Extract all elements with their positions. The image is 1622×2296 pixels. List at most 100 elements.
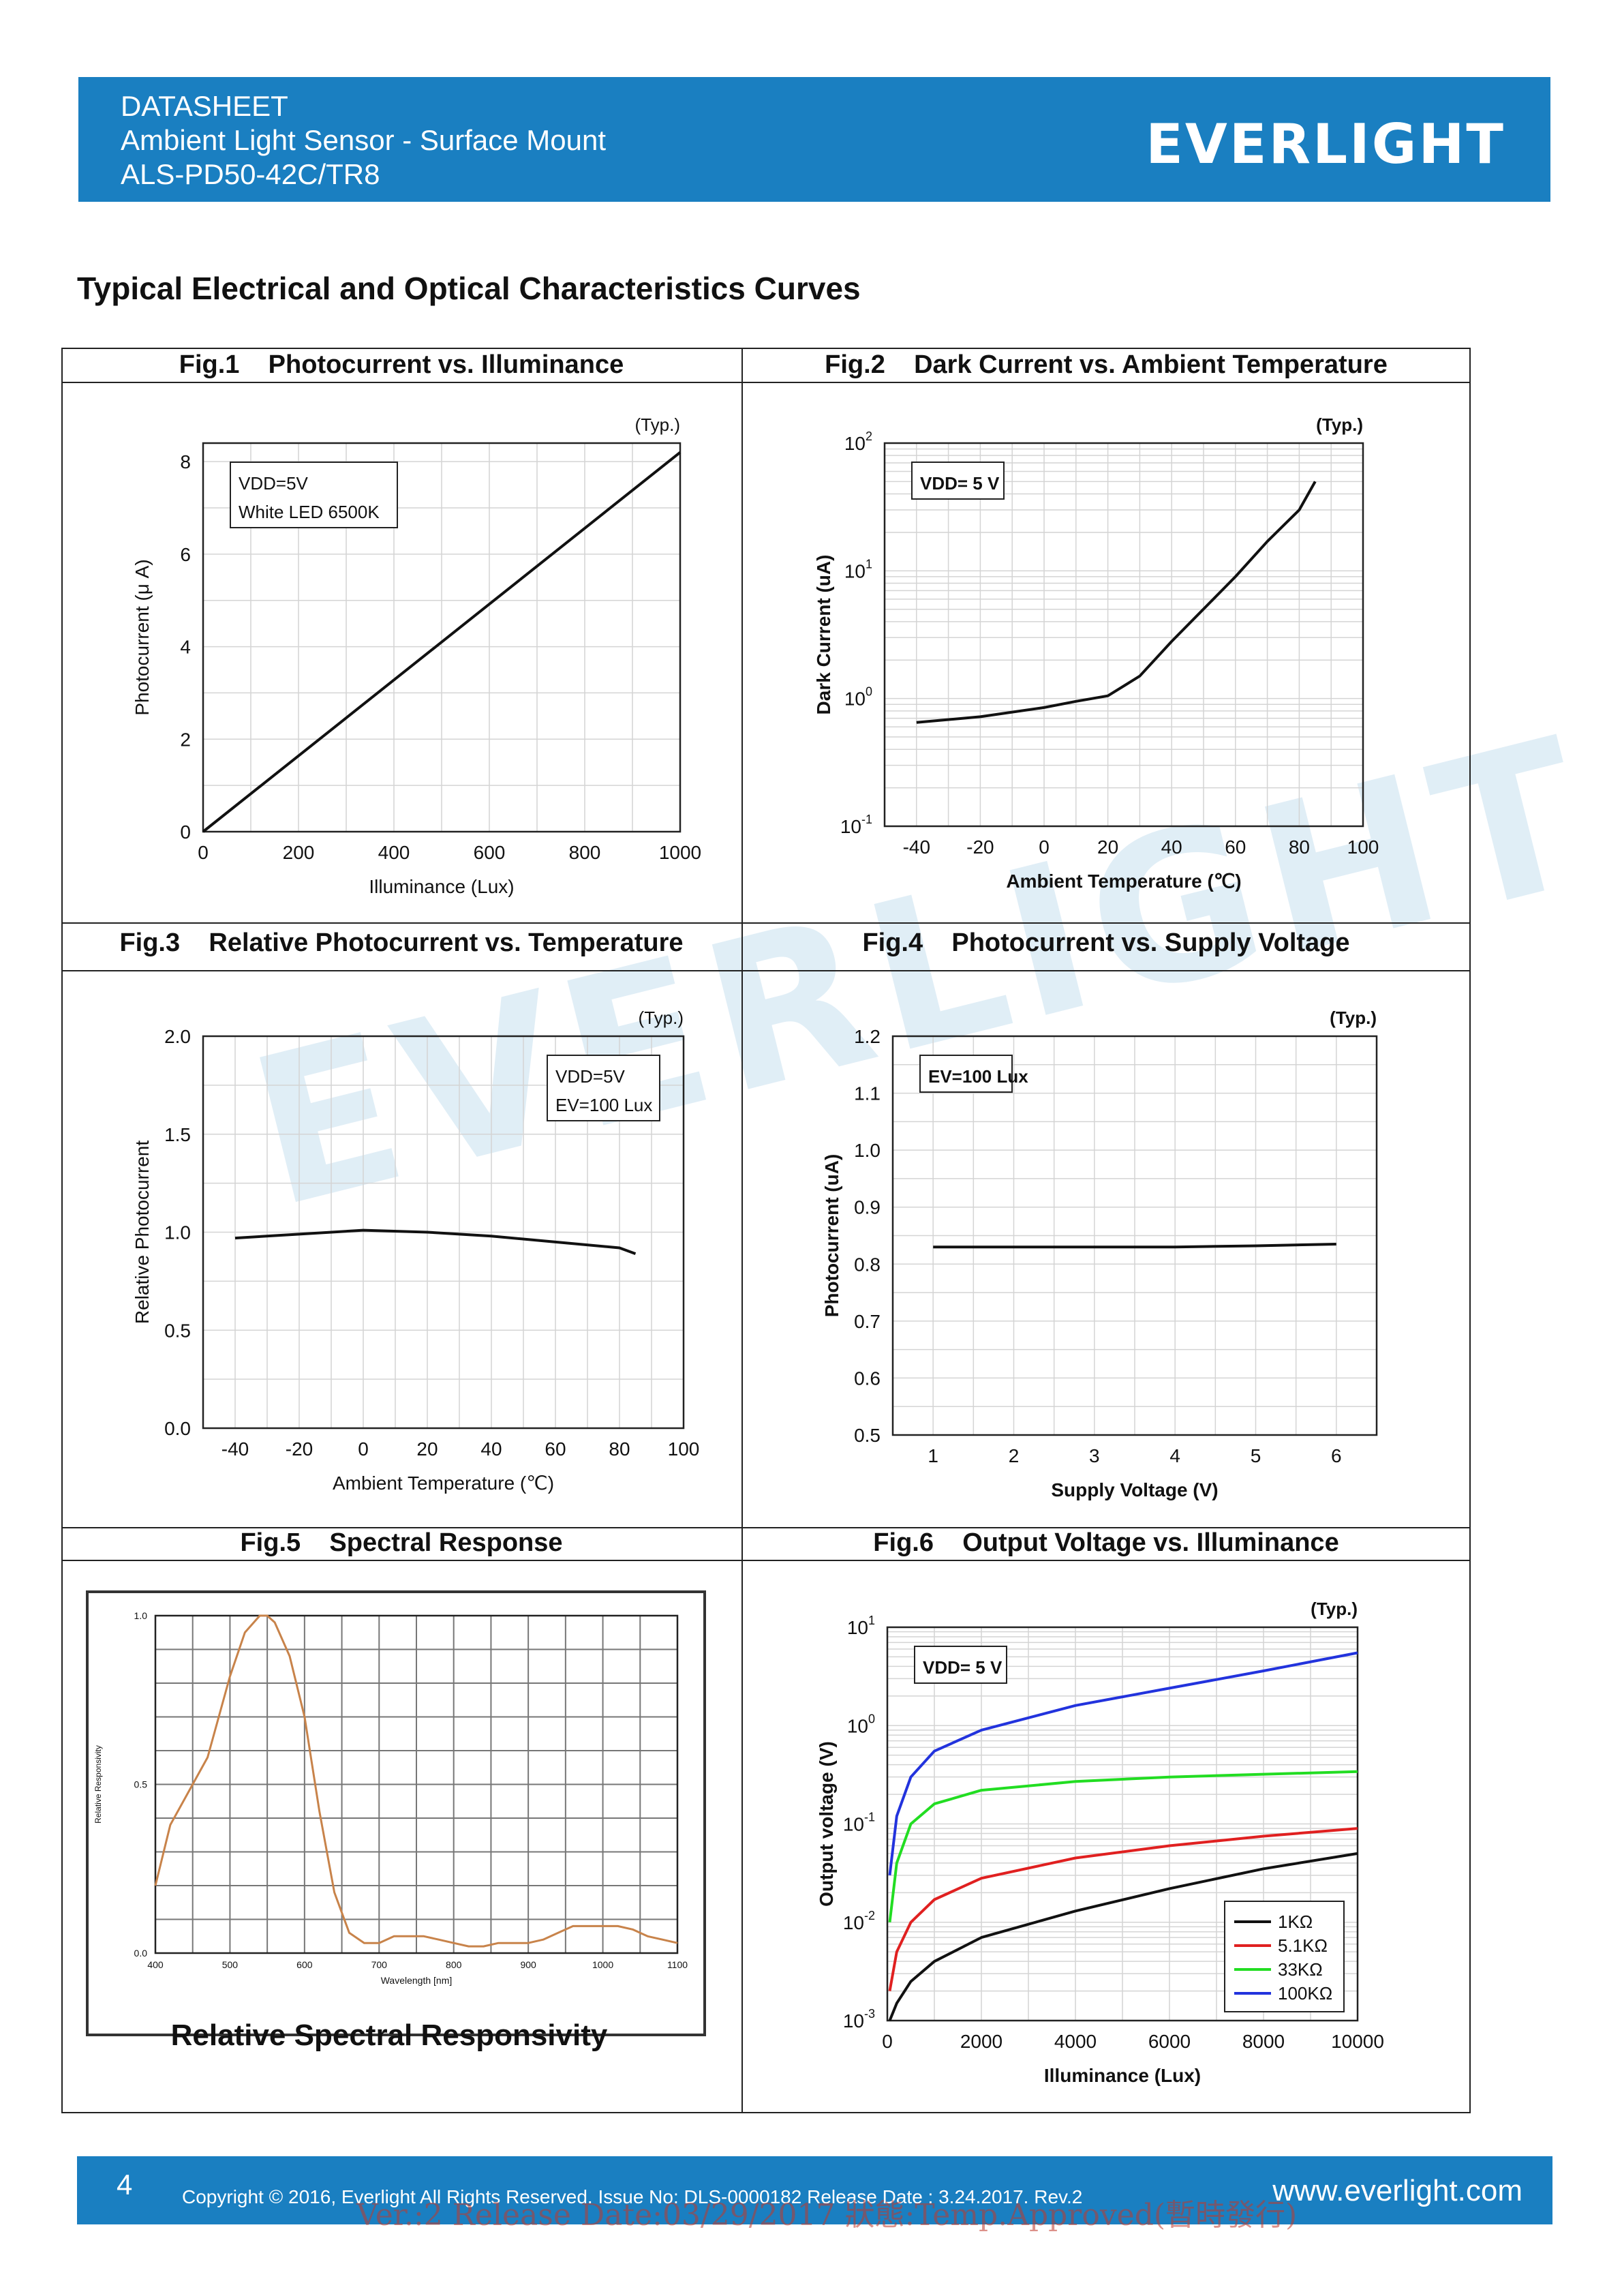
row1-title-divider xyxy=(61,382,1471,383)
fig6-series-line-2 xyxy=(888,1770,1358,1923)
footer-website-link[interactable]: www.everlight.com xyxy=(1272,2174,1522,2207)
fig5-xtick-label: 1100 xyxy=(667,1959,688,1970)
fig5-xtick-label: 800 xyxy=(446,1959,462,1970)
fig1-annotation-text: VDD=5V xyxy=(239,473,309,494)
fig6-ytick-label: 10-3 xyxy=(843,2007,875,2031)
fig2-xtick-label: 0 xyxy=(1039,836,1050,858)
fig2-typ-label: (Typ.) xyxy=(1316,414,1363,435)
header-product-line: Ambient Light Sensor - Surface Mount xyxy=(121,124,607,156)
fig2-xtick-label: 80 xyxy=(1289,836,1310,858)
fig5-ytick-label: 1.0 xyxy=(134,1610,148,1621)
fig5-xtick-label: 500 xyxy=(222,1959,239,1970)
header-part-number: ALS-PD50-42C/TR8 xyxy=(121,158,380,190)
fig6-xtick-label: 2000 xyxy=(960,2031,1003,2052)
fig1-annotation-box xyxy=(230,462,398,528)
fig6-xtick-label: 8000 xyxy=(1242,2031,1285,2052)
fig4-xlabel: Supply Voltage (V) xyxy=(1051,1479,1218,1500)
fig3-ytick-label: 0.5 xyxy=(164,1320,191,1341)
fig2-series-line xyxy=(916,481,1317,724)
fig3-annotation-text: VDD=5V xyxy=(555,1066,626,1087)
section-title: Typical Electrical and Optical Character… xyxy=(77,271,861,306)
fig5-xlabel: Wavelength [nm] xyxy=(381,1975,453,1986)
fig6-legend-label: 33KΩ xyxy=(1278,1959,1323,1980)
fig6-typ-label: (Typ.) xyxy=(1311,1599,1358,1619)
fig1-annotation-text: White LED 6500K xyxy=(239,502,380,522)
fig3-annotation-text: EV=100 Lux xyxy=(555,1095,652,1115)
fig3-ytick-label: 1.0 xyxy=(164,1222,191,1243)
fig1-title: Fig.1 Photocurrent vs. Illuminance xyxy=(179,350,624,379)
fig3-xtick-label: -40 xyxy=(221,1438,249,1460)
table-border-left xyxy=(61,348,63,2113)
fig1-ylabel: Photocurrent (μ A) xyxy=(132,559,153,715)
fig4-typ-label: (Typ.) xyxy=(1330,1008,1377,1028)
fig3-xtick-label: 40 xyxy=(480,1438,502,1460)
fig4-annotation-box xyxy=(919,1055,1013,1093)
fig4-xtick-label: 6 xyxy=(1331,1445,1342,1466)
fig4-ylabel: Photocurrent (uA) xyxy=(821,1154,842,1318)
fig6-xtick-label: 10000 xyxy=(1331,2031,1384,2052)
fig6-ytick-label: 10-1 xyxy=(843,1811,875,1835)
fig6-xtick-label: 4000 xyxy=(1054,2031,1097,2052)
fig3-ytick-label: 0.0 xyxy=(164,1418,191,1439)
fig6-plot-area xyxy=(886,1626,1359,2022)
fig2-ytick-label: 101 xyxy=(844,557,872,581)
table-border-right xyxy=(1469,348,1471,2113)
row2-top-divider xyxy=(61,922,1471,924)
table-border-bottom xyxy=(61,2112,1471,2113)
fig2-xtick-label: -40 xyxy=(903,836,930,858)
fig6-ytick-label: 100 xyxy=(847,1712,875,1736)
fig6-ytick-label: 101 xyxy=(847,1614,875,1638)
fig1-xtick-label: 0 xyxy=(198,842,209,863)
fig1-ytick-label: 0 xyxy=(180,821,191,843)
fig6-annotation-text: VDD= 5 V xyxy=(923,1657,1003,1678)
fig4-xtick-label: 4 xyxy=(1169,1445,1180,1466)
fig2-xtick-label: 40 xyxy=(1161,836,1182,858)
fig6-xtick-label: 0 xyxy=(882,2031,893,2052)
table-border-top xyxy=(61,348,1471,349)
fig5-ytick-label: 0.5 xyxy=(134,1779,148,1790)
fig1-xtick-label: 800 xyxy=(569,842,601,863)
fig6-legend-label: 100KΩ xyxy=(1278,1983,1332,2004)
footer-copyright: Copyright © 2016, Everlight All Rights R… xyxy=(182,2186,1083,2207)
fig4-ytick-label: 1.0 xyxy=(854,1140,881,1161)
fig5-xtick-label: 400 xyxy=(147,1959,164,1970)
fig4-ytick-label: 0.5 xyxy=(854,1425,881,1446)
figure-table: Fig.1 Photocurrent vs. Illuminance Fig.2… xyxy=(61,348,1471,2113)
fig1-xtick-label: 400 xyxy=(378,842,410,863)
release-stamp: Ver.:2 Release Date:03/29/2017 狀態:Temp.A… xyxy=(356,2198,1298,2233)
fig6-ylabel: Output voltage (V) xyxy=(816,1741,837,1907)
fig4-ytick-label: 0.6 xyxy=(854,1368,881,1389)
fig3-ylabel: Relative Photocurrent xyxy=(132,1141,153,1324)
fig2-ylabel: Dark Current (uA) xyxy=(813,555,834,715)
fig4-series-line xyxy=(933,1243,1336,1249)
fig1-xtick-label: 1000 xyxy=(659,842,701,863)
fig1-series-line xyxy=(202,451,682,833)
fig4-xtick-label: 5 xyxy=(1251,1445,1261,1466)
fig2-plot-area xyxy=(883,442,1364,828)
row3-top-divider xyxy=(61,1527,1471,1528)
fig2-title: Fig.2 Dark Current vs. Ambient Temperatu… xyxy=(825,350,1388,379)
fig6-xtick-label: 6000 xyxy=(1148,2031,1191,2052)
fig2-ytick-label: 100 xyxy=(844,685,872,710)
fig3-typ-label: (Typ.) xyxy=(639,1008,684,1028)
fig1-ytick-label: 6 xyxy=(180,544,191,565)
fig5-xtick-label: 700 xyxy=(371,1959,388,1970)
fig5-title: Fig.5 Spectral Response xyxy=(240,1528,563,1557)
fig4-ytick-label: 1.2 xyxy=(854,1026,881,1047)
fig3-xlabel: Ambient Temperature (℃) xyxy=(333,1472,554,1494)
fig5-xtick-label: 900 xyxy=(520,1959,536,1970)
fig6-series-line-0 xyxy=(888,1852,1358,2021)
fig2-annotation-text: VDD= 5 V xyxy=(920,473,1000,494)
fig6-xlabel: Illuminance (Lux) xyxy=(1044,2065,1201,2086)
fig1-plot-area xyxy=(202,442,682,833)
fig4-xtick-label: 3 xyxy=(1089,1445,1100,1466)
fig5-frame xyxy=(86,1590,706,2036)
fig4-xtick-label: 1 xyxy=(928,1445,938,1466)
fig2-xtick-label: 20 xyxy=(1097,836,1118,858)
fig4-ytick-label: 0.7 xyxy=(854,1311,881,1332)
fig1-xtick-label: 200 xyxy=(283,842,315,863)
fig2-xtick-label: 100 xyxy=(1347,836,1379,858)
fig6-series-line-3 xyxy=(888,1651,1358,1876)
fig5-ytick-label: 0.0 xyxy=(134,1948,148,1959)
fig1-ytick-label: 4 xyxy=(180,637,191,658)
